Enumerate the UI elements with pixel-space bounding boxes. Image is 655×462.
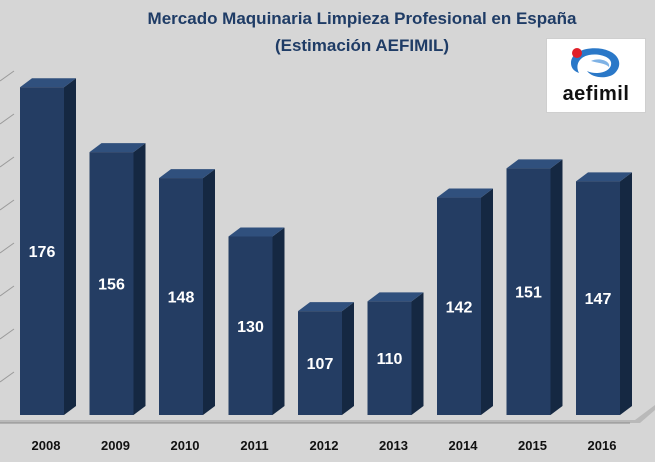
value-labels: 176 156 148 130 107 110 142 151 147 [29, 244, 612, 373]
bar-top [437, 188, 493, 198]
data-label: 148 [168, 290, 195, 307]
gridline [0, 242, 15, 254]
gridline [0, 199, 15, 211]
bar-top [576, 172, 632, 182]
gridline [0, 328, 15, 340]
bar-side [133, 143, 146, 416]
bar-top [228, 227, 285, 237]
bar-top [89, 143, 146, 153]
bar-side [203, 169, 215, 415]
bar [20, 78, 76, 415]
x-tick-label: 2010 [171, 438, 200, 453]
gridline [0, 371, 15, 383]
aefimil-logo: aefimil [546, 38, 646, 113]
x-tick-label: 2011 [240, 438, 268, 453]
bar-top [159, 169, 215, 179]
data-label: 142 [446, 299, 473, 316]
x-tick-label: 2009 [101, 438, 130, 453]
bar-side [411, 292, 424, 415]
bar-front [367, 301, 412, 415]
bar [298, 302, 354, 415]
gridline [0, 156, 15, 168]
bar-side [481, 188, 493, 415]
bar-side [342, 302, 354, 415]
bars [20, 78, 632, 416]
bar-top [298, 302, 354, 312]
x-tick-label: 2016 [588, 438, 617, 453]
bar-front [89, 152, 134, 416]
bar-front [228, 236, 273, 415]
chart-floor [0, 405, 655, 424]
data-label: 176 [29, 244, 56, 261]
gridline [0, 70, 15, 82]
bar-side [272, 227, 285, 415]
data-label: 110 [377, 351, 403, 368]
bar-front [437, 197, 481, 415]
bar-front [576, 181, 620, 415]
bar [228, 227, 285, 415]
data-label: 107 [307, 356, 334, 373]
x-tick-label: 2015 [518, 438, 547, 453]
bar-front [506, 168, 551, 415]
x-tick-label: 2013 [379, 438, 408, 453]
bar [367, 292, 424, 415]
bar-front [20, 87, 64, 415]
gridlines [0, 70, 15, 383]
bar [89, 143, 146, 416]
x-tick-labels: 2008 2009 2010 2011 2012 2013 2014 2015 2016 [32, 438, 617, 453]
bar-side [620, 172, 632, 415]
bar-top [20, 78, 76, 88]
bar-side [550, 159, 563, 415]
chart-title: Mercado Maquinaria Limpieza Profesional … [148, 9, 577, 28]
gridline [0, 285, 15, 297]
bar-side [64, 78, 76, 415]
data-label: 147 [585, 291, 612, 308]
bar [159, 169, 215, 415]
bar-front [159, 178, 203, 415]
bar [506, 159, 563, 415]
logo-text: aefimil [562, 83, 630, 105]
gridline [0, 113, 15, 125]
bar [437, 188, 493, 415]
bar-front [298, 311, 342, 415]
bar-top [367, 292, 424, 302]
data-label: 151 [515, 285, 542, 302]
bar [576, 172, 632, 415]
data-label: 156 [98, 277, 125, 294]
bar-top [506, 159, 563, 169]
aefimil-swirl-logo-icon [571, 48, 620, 78]
chart-subtitle: (Estimación AEFIMIL) [275, 36, 449, 55]
x-tick-label: 2008 [32, 438, 61, 453]
x-tick-label: 2014 [449, 438, 479, 453]
x-tick-label: 2012 [310, 438, 339, 453]
floor-plane [0, 405, 655, 423]
data-label: 130 [237, 319, 264, 336]
